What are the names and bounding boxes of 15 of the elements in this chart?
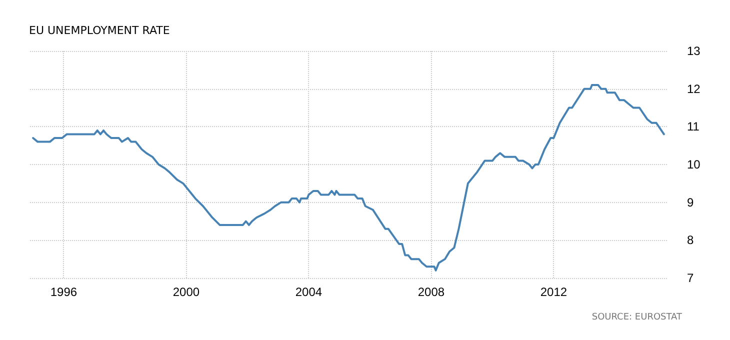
y-tick-label: 13 — [687, 44, 701, 58]
y-tick-label: 10 — [687, 158, 701, 172]
y-tick-label: 12 — [687, 82, 701, 96]
x-tick-label: 2012 — [540, 285, 568, 299]
x-tick-label: 2008 — [418, 285, 445, 299]
y-tick-label: 8 — [687, 233, 694, 248]
chart-title: EU UNEMPLOYMENT RATE — [29, 24, 170, 37]
y-tick-label: 7 — [687, 271, 694, 285]
line-series — [32, 84, 665, 272]
x-tick-label: 2000 — [172, 285, 200, 299]
y-tick-label: 9 — [687, 195, 694, 210]
y-tick-label: 11 — [687, 120, 700, 134]
x-tick-label: 2004 — [295, 285, 322, 299]
x-tick-label: 1996 — [50, 285, 78, 299]
source-note: SOURCE: EUROSTAT — [592, 312, 683, 322]
